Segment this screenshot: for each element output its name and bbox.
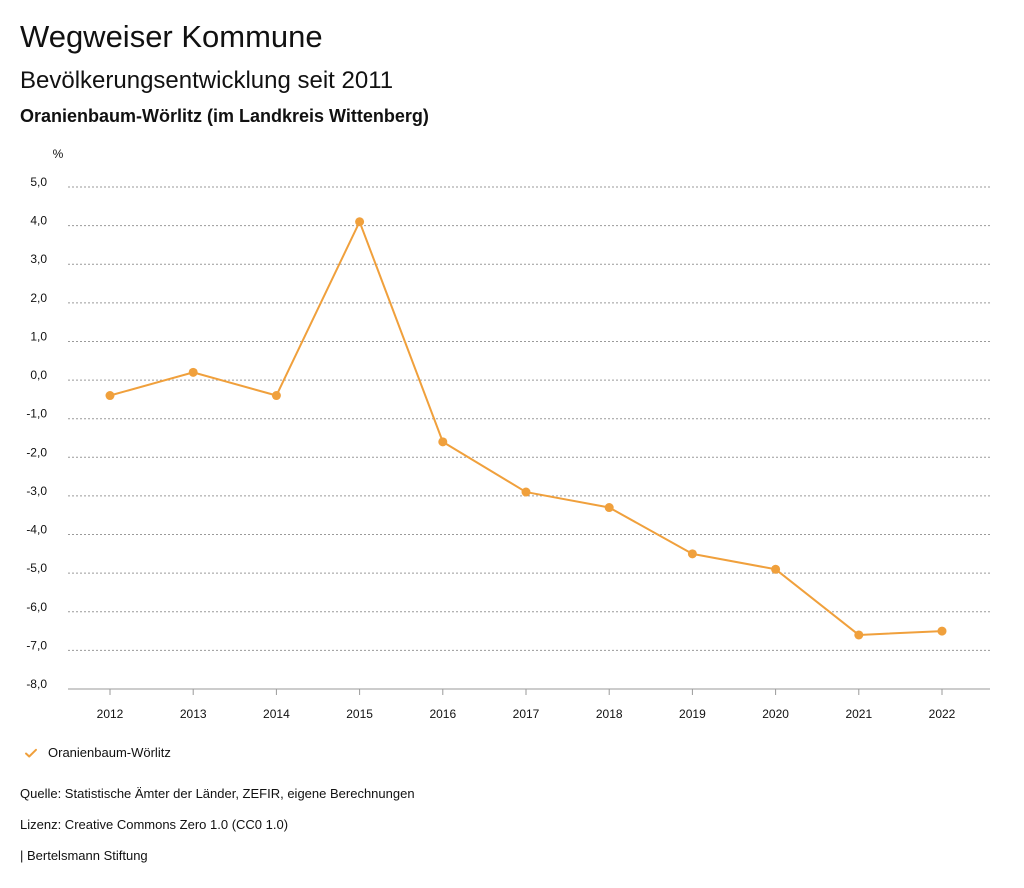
y-tick-label: -3,0: [26, 484, 47, 498]
y-tick-label: -6,0: [26, 600, 47, 614]
footer: Quelle: Statistische Ämter der Länder, Z…: [20, 785, 415, 878]
y-axis-unit-label: %: [53, 147, 64, 161]
data-point-2022[interactable]: [937, 626, 947, 636]
data-point-2017[interactable]: [521, 487, 531, 497]
y-tick-label: -7,0: [26, 638, 47, 652]
data-point-2021[interactable]: [854, 630, 864, 640]
data-point-2015[interactable]: [355, 217, 365, 227]
y-tick-label: -5,0: [26, 561, 47, 575]
y-tick-label: -2,0: [26, 445, 47, 459]
data-point-2013[interactable]: [188, 367, 198, 377]
data-point-2018[interactable]: [604, 503, 614, 513]
x-tick-label: 2018: [596, 707, 623, 721]
x-tick-label: 2020: [762, 707, 789, 721]
check-icon[interactable]: [24, 746, 38, 760]
legend-label: Oranienbaum-Wörlitz: [48, 745, 171, 760]
x-tick-label: 2014: [263, 707, 290, 721]
license-text: Lizenz: Creative Commons Zero 1.0 (CC0 1…: [20, 817, 289, 832]
x-tick-label: 2017: [513, 707, 540, 721]
chart-header: Wegweiser Kommune Bevölkerungsentwicklun…: [20, 18, 1000, 128]
y-tick-label: -4,0: [26, 523, 47, 537]
x-tick-label: 2022: [929, 707, 956, 721]
y-tick-label: 0,0: [30, 368, 47, 382]
legend[interactable]: Oranienbaum-Wörlitz: [24, 745, 171, 760]
y-tick-label: 2,0: [30, 291, 47, 305]
y-tick-label: 4,0: [30, 214, 47, 228]
x-tick-label: 2016: [429, 707, 456, 721]
y-tick-label: 5,0: [30, 175, 47, 189]
chart-place-label: Oranienbaum-Wörlitz (im Landkreis Witten…: [20, 106, 429, 126]
y-tick-label: 1,0: [30, 329, 47, 343]
data-point-2012[interactable]: [105, 391, 115, 401]
chart-subtitle: Bevölkerungsentwicklung seit 2011: [20, 67, 394, 94]
y-tick-label: -8,0: [26, 677, 47, 691]
data-point-2014[interactable]: [271, 391, 281, 401]
data-point-2020[interactable]: [771, 564, 781, 574]
publisher-text: | Bertelsmann Stiftung: [20, 848, 148, 863]
data-point-2019[interactable]: [687, 549, 697, 559]
data-point-2016[interactable]: [438, 437, 448, 447]
y-tick-label: 3,0: [30, 252, 47, 266]
y-tick-label: -1,0: [26, 407, 47, 421]
x-tick-label: 2015: [346, 707, 373, 721]
source-text: Quelle: Statistische Ämter der Länder, Z…: [20, 786, 415, 801]
x-tick-label: 2013: [180, 707, 207, 721]
x-tick-label: 2012: [97, 707, 124, 721]
x-tick-label: 2021: [845, 707, 872, 721]
x-tick-label: 2019: [679, 707, 706, 721]
page-title: Wegweiser Kommune: [20, 19, 323, 54]
